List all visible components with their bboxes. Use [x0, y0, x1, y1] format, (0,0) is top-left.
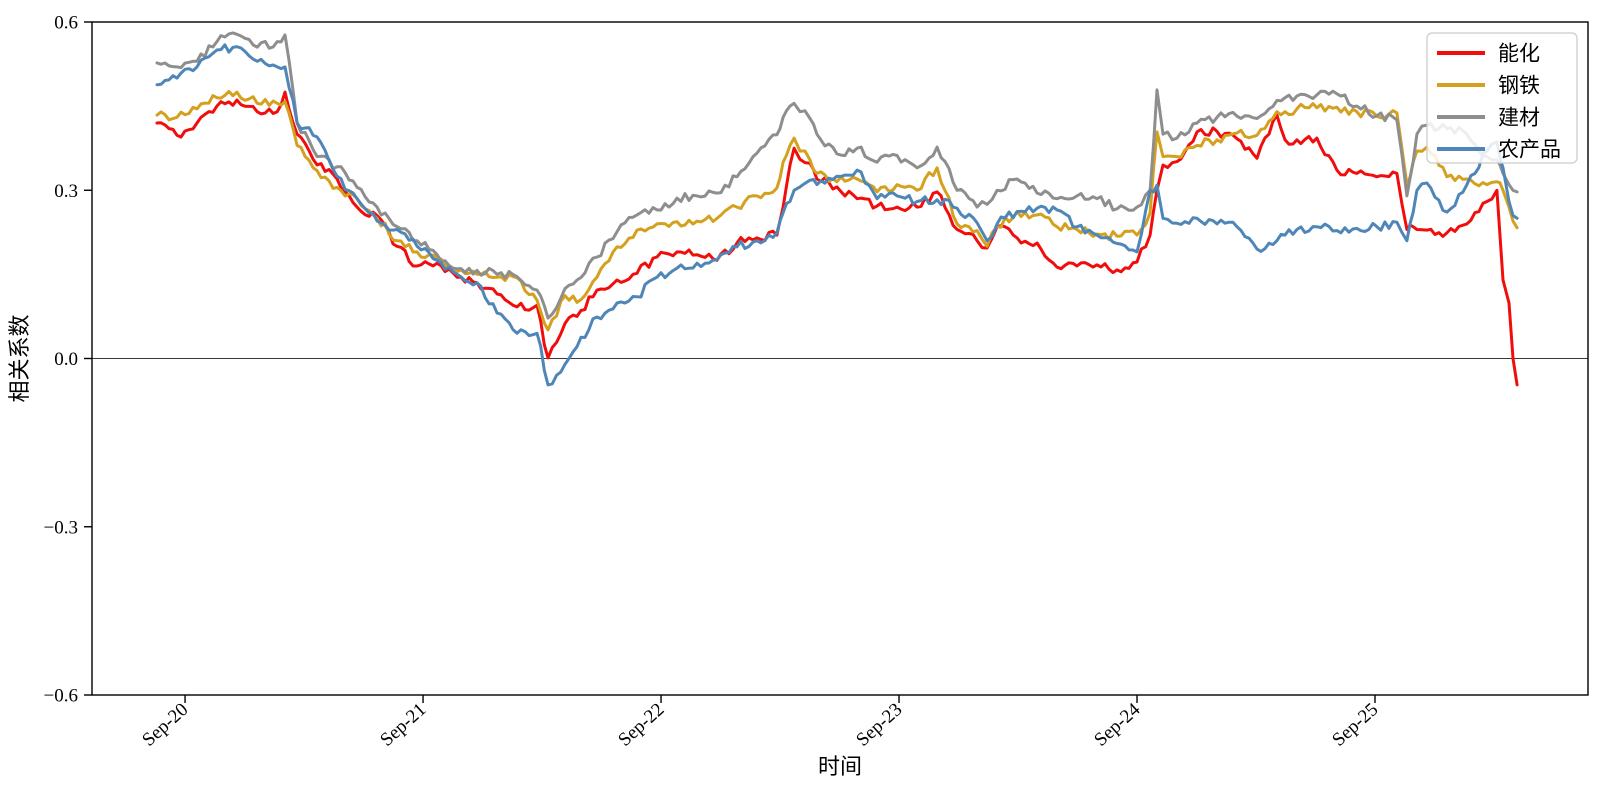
y-tick-label: 0.3 [54, 181, 78, 202]
x-tick-label: Sep-20 [138, 699, 192, 751]
x-tick-label: Sep-22 [614, 699, 668, 751]
series-layer [155, 31, 1519, 387]
legend-box [1426, 32, 1578, 164]
series-line-0 [155, 90, 1519, 387]
series-line-2 [155, 31, 1519, 320]
plot-area [91, 21, 1589, 696]
series-line-3 [155, 43, 1519, 387]
y-tick-label: 0.0 [54, 349, 78, 370]
x-tick-label: Sep-21 [376, 699, 430, 751]
y-axis-title: 相关系数 [7, 314, 32, 402]
legend-item-label: 建材 [1498, 106, 1540, 130]
tick-layer: 0.6 0.3 0.0 −0.3 −0.6 Sep-20 Sep-21 Sep-22 Sep-2… [44, 13, 1383, 751]
x-tick-label: Sep-25 [1328, 699, 1382, 751]
legend-item-label: 能化 [1498, 42, 1540, 66]
x-tick-label: Sep-24 [1090, 699, 1144, 751]
x-axis-title: 时间 [818, 754, 862, 779]
y-tick-label: −0.6 [44, 686, 78, 707]
y-tick-label: 0.6 [54, 13, 78, 34]
y-tick-label: −0.3 [44, 517, 78, 538]
legend-item-label: 钢铁 [1498, 74, 1540, 98]
legend-item-label: 农产品 [1498, 138, 1561, 162]
x-tick-label: Sep-23 [852, 699, 906, 751]
